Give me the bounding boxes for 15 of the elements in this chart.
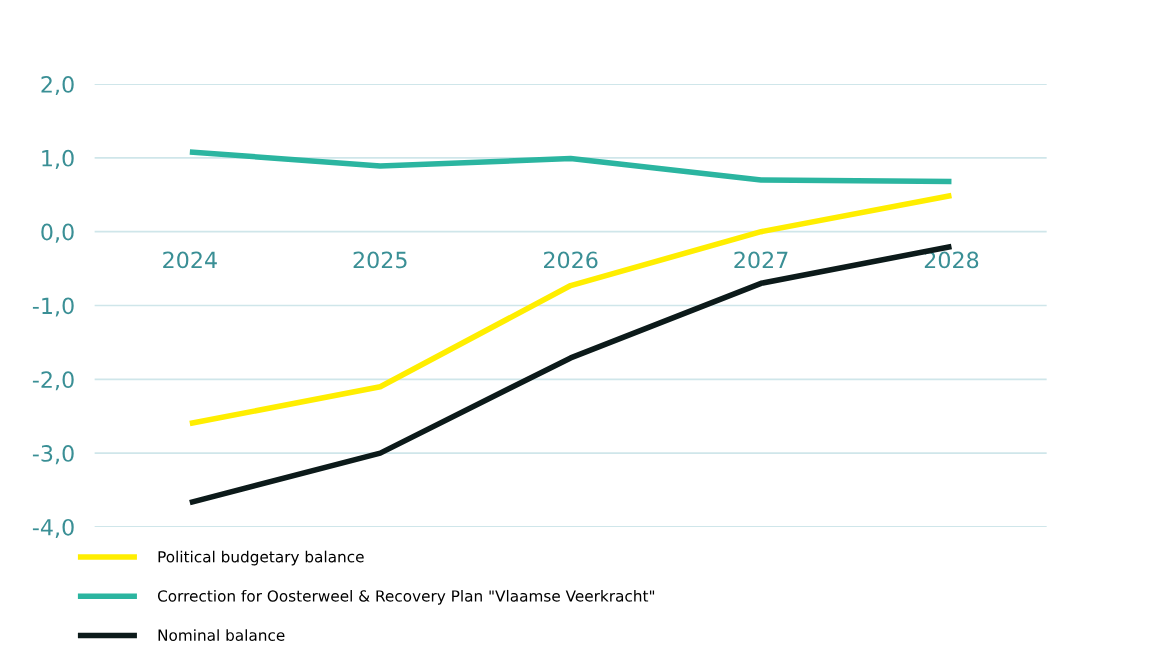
x-tick-label: 2026 — [544, 251, 598, 269]
legend-label: Political budgetary balance — [158, 550, 364, 566]
y-tick-label: -1,0 — [32, 297, 74, 317]
y-tick-label: 2,0 — [41, 75, 74, 96]
y-tick-label: -2,0 — [32, 371, 74, 391]
legend-label: Nominal balance — [158, 629, 285, 641]
legend-label: Correction for Oosterweel & Recovery Plan "Vlaamse Veerkracht" — [157, 589, 655, 605]
x-tick-label: 2025 — [353, 251, 407, 269]
y-tick-label: 1,0 — [42, 149, 74, 169]
y-tick-label: -4,0 — [32, 518, 74, 538]
x-tick-label: 2027 — [734, 251, 788, 269]
x-tick-label: 2024 — [163, 251, 217, 269]
y-tick-label: 0,0 — [41, 223, 74, 243]
y-tick-label: -3,0 — [32, 445, 74, 465]
x-tick-label: 2028 — [924, 251, 979, 269]
